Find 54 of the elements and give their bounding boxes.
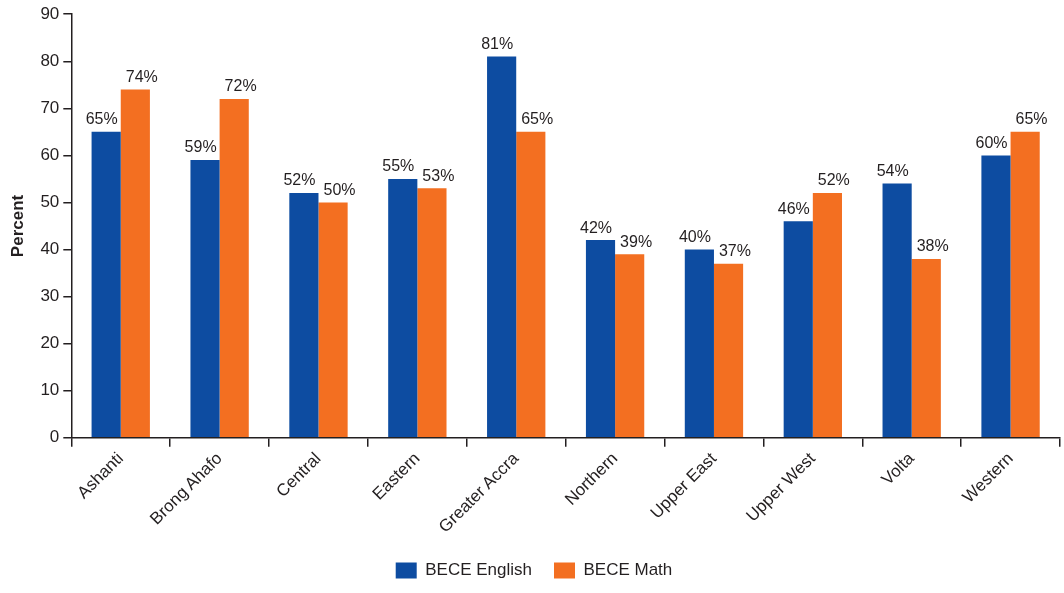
data-label: 65% — [1015, 110, 1048, 128]
data-label: 55% — [382, 157, 415, 175]
data-label: 52% — [283, 171, 316, 189]
bar — [783, 221, 813, 438]
y-tick-label: 90 — [40, 3, 60, 23]
y-axis-title: Percent — [7, 194, 27, 258]
bar — [120, 89, 150, 438]
bar — [219, 98, 249, 438]
bar — [911, 258, 941, 438]
bar — [388, 178, 418, 438]
data-label: 81% — [481, 34, 514, 52]
x-tick-label: Volta — [877, 448, 919, 489]
data-label: 74% — [125, 67, 158, 85]
bar — [91, 131, 121, 438]
y-tick-label: 60 — [40, 145, 60, 165]
bar — [487, 56, 517, 438]
y-tick-label: 70 — [40, 98, 60, 118]
bar — [289, 193, 319, 438]
legend-label: BECE Math — [583, 560, 673, 580]
data-label: 40% — [678, 227, 711, 245]
y-tick-label: 80 — [40, 50, 60, 70]
data-label: 54% — [876, 162, 909, 180]
data-label: 59% — [184, 138, 217, 156]
data-label: 53% — [422, 166, 455, 184]
data-label: 42% — [580, 218, 613, 236]
bar — [684, 249, 714, 438]
bar — [882, 183, 912, 438]
y-tick-label: 50 — [40, 192, 60, 212]
data-label: 38% — [916, 237, 949, 255]
y-tick-label: 40 — [40, 239, 60, 259]
bar — [190, 160, 220, 438]
bar — [585, 240, 616, 438]
bar — [318, 202, 348, 438]
data-label: 72% — [224, 77, 257, 95]
y-tick-label: 0 — [49, 427, 60, 447]
legend-label: BECE English — [425, 560, 532, 580]
data-label: 52% — [817, 171, 850, 189]
bar — [1010, 131, 1040, 438]
data-label: 50% — [323, 180, 356, 198]
bar — [516, 131, 546, 438]
bar — [981, 155, 1011, 438]
data-label: 39% — [620, 232, 653, 250]
bar — [812, 193, 842, 438]
data-label: 37% — [718, 242, 751, 260]
bar — [713, 263, 744, 438]
data-label: 65% — [85, 110, 118, 128]
data-label: 46% — [777, 199, 810, 217]
y-tick-label: 20 — [40, 333, 60, 353]
bar — [615, 254, 645, 438]
data-label: 60% — [975, 133, 1008, 151]
y-tick-label: 30 — [40, 286, 60, 306]
data-label: 65% — [521, 110, 554, 128]
y-tick-label: 10 — [40, 380, 60, 400]
bar — [417, 188, 447, 438]
